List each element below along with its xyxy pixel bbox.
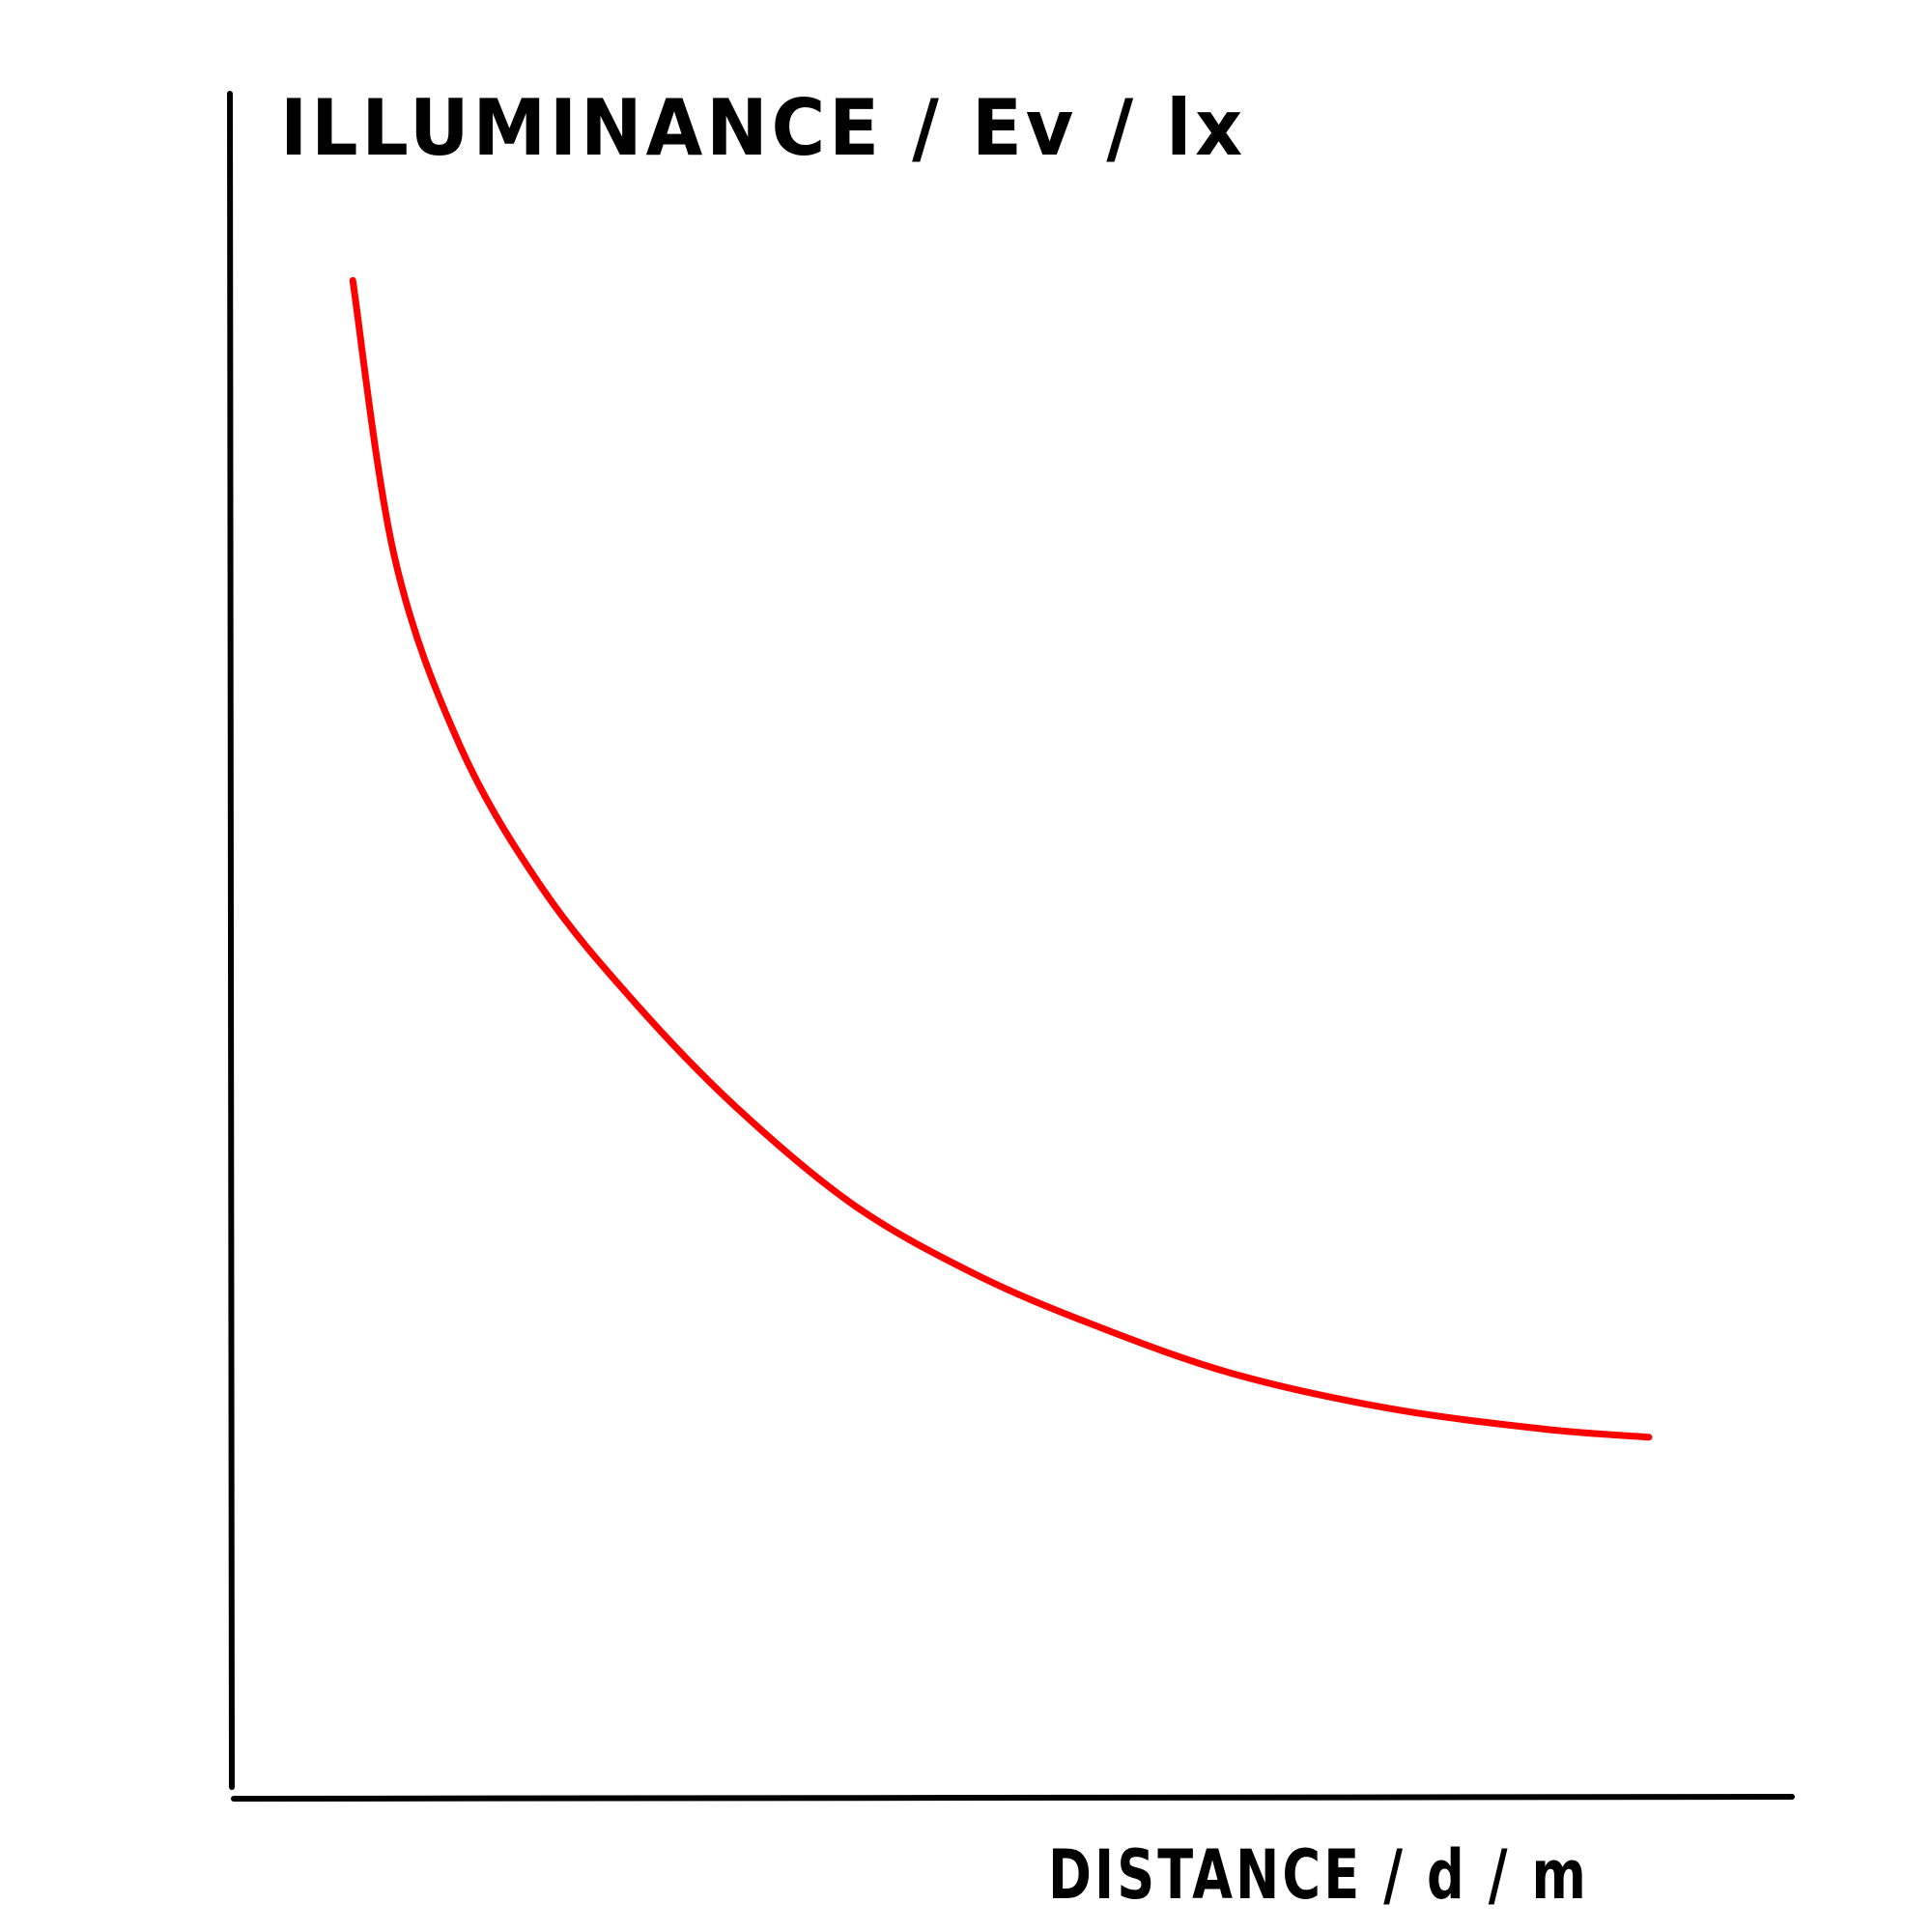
x-axis-label: DISTANCE / d / m (1048, 1835, 1589, 1915)
series-line-0 (349, 276, 1653, 1441)
y-axis (227, 91, 235, 1790)
y-axis-label: ILLUMINANCE / Ev / lx (280, 83, 1246, 173)
x-axis (231, 1794, 1795, 1802)
series-group (349, 276, 1653, 1441)
